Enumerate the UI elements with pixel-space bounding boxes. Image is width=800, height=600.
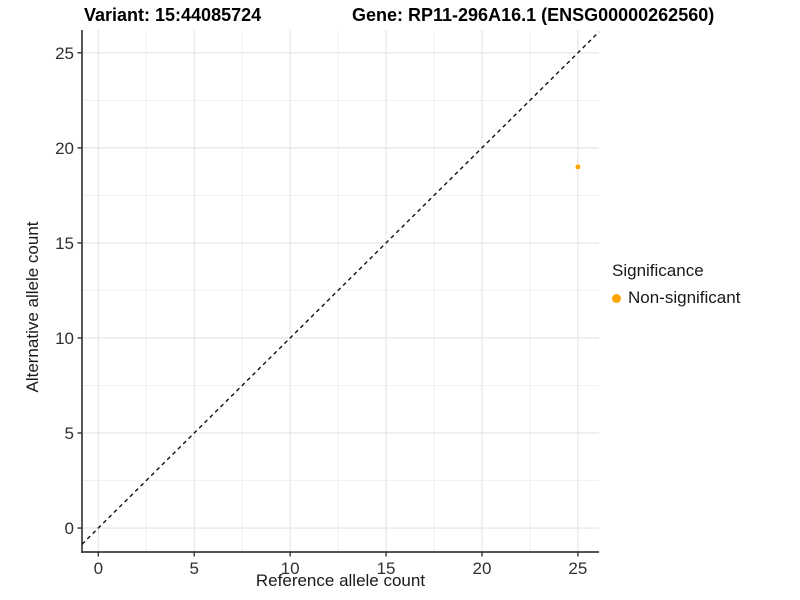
y-tick-label: 10: [55, 329, 74, 348]
legend-item-label: Non-significant: [628, 288, 741, 307]
gene-title: Gene: RP11-296A16.1 (ENSG00000262560): [352, 5, 715, 25]
x-tick-label: 0: [94, 559, 103, 578]
x-tick-label: 15: [377, 559, 396, 578]
y-tick-label: 20: [55, 139, 74, 158]
y-tick-label: 0: [65, 519, 74, 538]
y-tick-label: 25: [55, 44, 74, 63]
legend-title: Significance: [612, 261, 704, 280]
x-axis-title: Reference allele count: [255, 571, 426, 590]
x-tick-label: 10: [281, 559, 300, 578]
y-tick-label: 15: [55, 234, 74, 253]
identity-dashed-line: [81, 31, 600, 545]
x-tick-label: 20: [473, 559, 492, 578]
variant-title: Variant: 15:44085724: [84, 5, 262, 25]
y-tick-label: 5: [65, 424, 74, 443]
y-axis-title: Alternative allele count: [23, 221, 42, 393]
legend-item: Non-significant: [612, 288, 740, 308]
x-tick-label: 25: [568, 559, 587, 578]
x-tick-label: 5: [189, 559, 198, 578]
data-point: [575, 164, 581, 170]
legend-point-icon: [612, 293, 621, 303]
legend: Significance Non-significant: [612, 261, 740, 308]
